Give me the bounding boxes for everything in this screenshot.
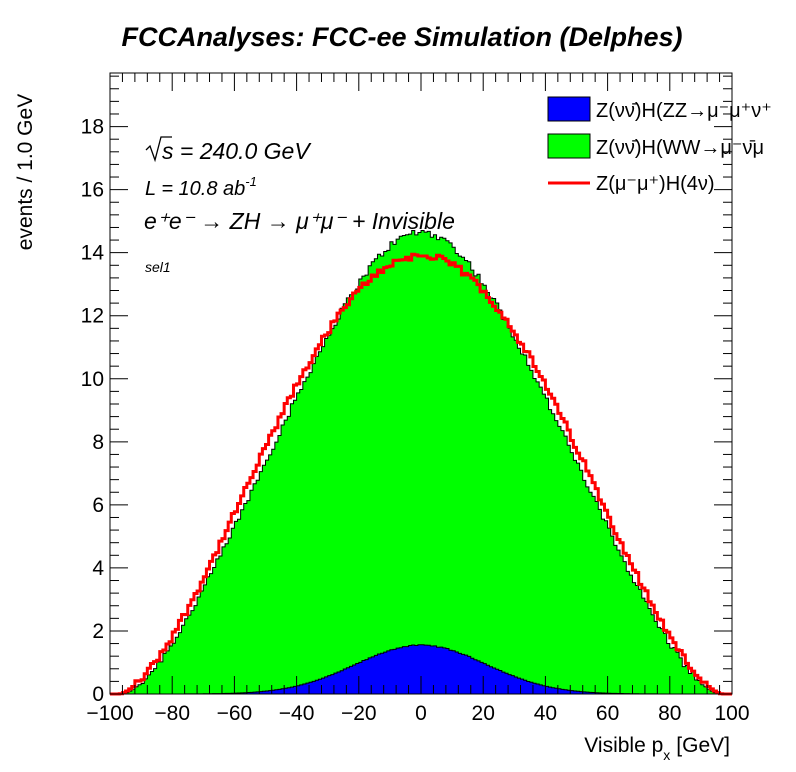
process-annotation: e⁺e⁻ → ZH → μ⁺μ⁻ + Invisible: [144, 208, 455, 234]
legend-label-ww: Z(νν̄)H(WW→μ⁻ν̄μ: [596, 137, 764, 159]
x-axis-label-sub: x: [663, 747, 670, 763]
legend-swatch-zz: [547, 96, 591, 122]
x-tick-label: 100: [714, 702, 749, 725]
luminosity-text: L = 10.8 ab: [145, 178, 245, 200]
x-tick-label: 40: [534, 702, 557, 725]
sqrt-s-text: s = 240.0 GeV: [162, 138, 312, 164]
x-tick-label: 20: [472, 702, 495, 725]
y-tick-label: 12: [81, 305, 104, 328]
x-tick-label: 80: [658, 702, 681, 725]
x-tick-label: −100: [86, 702, 133, 725]
y-tick-label: 8: [92, 431, 104, 454]
histogram-layer: [110, 230, 732, 696]
x-tick-label: −40: [279, 702, 315, 725]
sqrt-s-annotation: s = 240.0 GeV: [145, 136, 312, 164]
series-zz-area: [110, 644, 732, 695]
luminosity-exponent: -1: [245, 174, 257, 189]
x-tick-label: 0: [415, 702, 427, 725]
x-tick-label: −80: [154, 702, 190, 725]
y-axis-label: events / 1.0 GeV: [14, 94, 37, 250]
y-tick-label: 0: [92, 683, 104, 706]
chart-title: FCCAnalyses: FCC-ee Simulation (Delphes): [121, 22, 682, 52]
axes: −100 −80 −60 −40 −20 0 20 40 60 80 100 0 2 4 6 8 10 12 14 1…: [81, 73, 750, 725]
x-axis-label-unit: [GeV]: [676, 734, 730, 757]
y-tick-label: 10: [81, 368, 104, 391]
x-tick-label: −60: [217, 702, 253, 725]
legend-label-signal: Z(μ⁻μ⁺)H(4ν): [596, 173, 715, 195]
y-tick-label: 6: [92, 494, 104, 517]
selection-annotation: sel1: [145, 259, 171, 275]
series-ww-stacked-area: [110, 230, 732, 695]
y-tick-label: 14: [81, 242, 105, 265]
y-tick-label: 4: [92, 557, 104, 580]
x-tick-label: −20: [341, 702, 377, 725]
legend-label-zz: Z(νν̄)H(ZZ→μ⁻μ⁺ν⁺: [596, 100, 772, 122]
y-tick-label: 16: [81, 179, 104, 202]
y-tick-label: 18: [81, 116, 104, 139]
series-signal-line: [110, 252, 732, 696]
legend-swatch-ww: [547, 133, 591, 159]
sqrt-symbol: [145, 136, 172, 163]
x-axis-label: Visible px [GeV]: [584, 734, 730, 763]
luminosity-annotation: L = 10.8 ab-1: [145, 174, 257, 200]
x-axis-label-main: Visible p: [584, 734, 663, 757]
x-tick-label: 60: [596, 702, 619, 725]
y-tick-label: 2: [92, 620, 104, 643]
legend: Z(νν̄)H(ZZ→μ⁻μ⁺ν⁺ Z(νν̄)H(WW→μ⁻ν̄μ Z(μ⁻μ…: [547, 96, 772, 195]
